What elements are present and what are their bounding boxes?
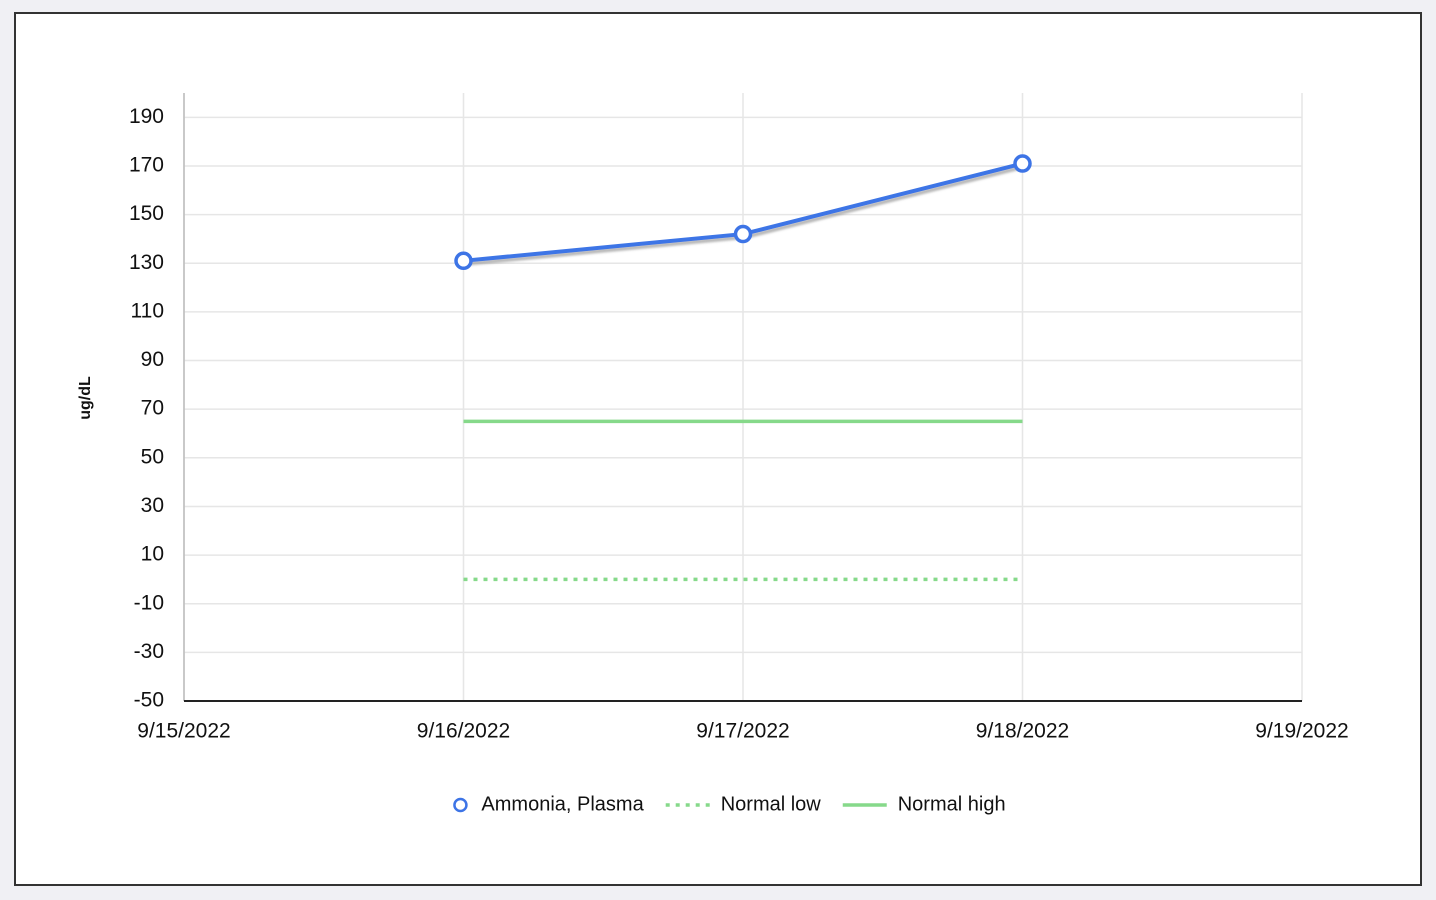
y-tick-label: 170 [129, 154, 164, 177]
x-tick-label: 9/16/2022 [417, 720, 510, 743]
y-tick-label: -10 [134, 591, 164, 614]
x-tick-label: 9/19/2022 [1255, 720, 1348, 743]
chart-panel [14, 12, 1422, 886]
y-tick-label: 190 [129, 105, 164, 128]
y-tick-label: 50 [141, 445, 164, 468]
x-tick-label: 9/18/2022 [976, 720, 1069, 743]
y-tick-label: 30 [141, 494, 164, 517]
x-tick-label: 9/17/2022 [696, 720, 789, 743]
y-tick-label: 70 [141, 397, 164, 420]
data-point [454, 251, 473, 271]
legend-label: Normal high [898, 793, 1006, 815]
x-tick-label: 9/15/2022 [137, 720, 230, 743]
y-tick-label: 10 [141, 543, 164, 566]
y-tick-label: -30 [134, 640, 164, 663]
y-tick-label: 90 [141, 348, 164, 371]
legend: Ammonia, Plasma Normal low Normal high [453, 793, 1006, 815]
y-tick-label: -50 [134, 689, 164, 712]
y-tick-label: 110 [131, 299, 164, 322]
data-point [733, 224, 753, 244]
legend-label: Ammonia, Plasma [481, 793, 644, 815]
legend-symbol [453, 797, 468, 813]
y-axis-label: ug/dL [77, 376, 94, 420]
y-tick-label: 130 [129, 251, 164, 274]
y-tick-label: 150 [129, 202, 164, 225]
legend-label: Normal low [721, 793, 822, 815]
data-point [1013, 154, 1032, 173]
